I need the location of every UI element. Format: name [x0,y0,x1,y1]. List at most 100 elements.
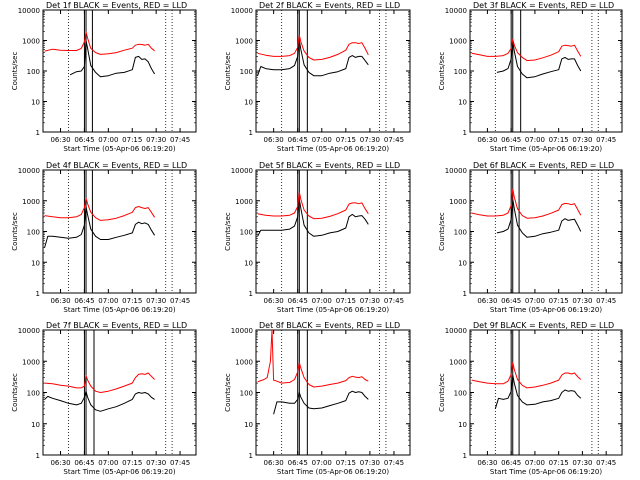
x-tick-label: 06:45 [501,297,521,305]
x-tick-label: 07:00 [312,297,332,305]
x-tick-label: 06:45 [288,459,308,467]
axes-frame [42,169,197,294]
x-tick-label: 07:00 [525,297,545,305]
series-line-lld [257,329,369,388]
x-tick-label: 07:15 [549,136,569,144]
x-tick-label: 07:45 [384,459,404,467]
x-tick-label: 06:45 [501,136,521,144]
x-tick-label: 07:30 [572,136,592,144]
x-tick-label: 07:45 [170,297,190,305]
x-axis-label: Start Time (05-Apr-06 06:19:20) [277,145,389,153]
x-tick-label: 07:45 [170,459,190,467]
x-axis-label: Start Time (05-Apr-06 06:19:20) [277,306,389,314]
y-tick-label: 100 [27,68,40,76]
y-tick-label: 1 [463,129,467,137]
y-tick-label: 10000 [231,167,253,175]
series-line-lld [44,31,155,55]
y-tick-label: 1000 [235,358,253,366]
series-line-events [44,206,156,248]
x-tick-label: 07:45 [596,136,616,144]
y-tick-label: 1 [463,290,467,298]
y-tick-label: 10000 [445,167,467,175]
y-tick-label: 1000 [449,38,467,46]
x-tick-label: 07:00 [98,136,118,144]
series-line-events [44,390,155,412]
panel-title: Det 2f BLACK = Events, RED = LLD [259,1,400,10]
x-tick-label: 06:30 [477,297,497,305]
y-tick-label: 10 [244,259,253,267]
panel-title: Det 7f BLACK = Events, RED = LLD [46,321,187,330]
y-axis-label: Counts/sec [438,373,446,412]
y-tick-label: 10 [244,421,253,429]
x-tick-label: 06:30 [264,459,284,467]
panel-det-3: Det 3f BLACK = Events, RED = LLD 1 10 100 10… [438,1,623,153]
y-tick-label: 1000 [22,38,40,46]
series-line-events [257,199,369,237]
axes-frame [255,169,411,294]
y-tick-label: 10000 [231,7,253,15]
y-tick-label: 1000 [449,358,467,366]
y-tick-label: 10 [244,99,253,107]
x-tick-label: 07:15 [336,297,356,305]
y-tick-label: 1000 [449,198,467,206]
x-tick-label: 06:30 [477,136,497,144]
x-axis-label: Start Time (05-Apr-06 06:19:20) [490,145,602,153]
y-tick-label: 100 [454,68,467,76]
y-axis-label: Counts/sec [11,212,19,251]
x-axis-label: Start Time (05-Apr-06 06:19:20) [63,306,175,314]
y-tick-label: 1 [249,290,253,298]
panel-det-1: Det 1f BLACK = Events, RED = LLD 1 10 100 10… [11,1,197,153]
y-tick-label: 100 [27,390,40,398]
y-axis-label: Counts/sec [224,52,232,91]
panel-det-5: Det 5f BLACK = Events, RED = LLD 1 10 100 10… [224,161,411,314]
x-tick-label: 07:30 [572,297,592,305]
y-tick-label: 100 [240,68,253,76]
panel-title: Det 4f BLACK = Events, RED = LLD [46,161,187,170]
panel-det-6: Det 6f BLACK = Events, RED = LLD 1 10 100 10… [438,161,623,314]
x-tick-label: 07:15 [549,297,569,305]
y-tick-label: 1000 [235,198,253,206]
y-tick-label: 10 [31,421,40,429]
x-axis-label: Start Time (05-Apr-06 06:19:20) [277,468,389,476]
y-tick-label: 10 [31,259,40,267]
y-tick-label: 10 [458,421,467,429]
series-line-lld [257,191,369,220]
series-line-lld [471,188,582,219]
y-tick-label: 10 [458,99,467,107]
x-tick-label: 07:00 [98,459,118,467]
x-tick-label: 06:45 [74,459,94,467]
x-tick-label: 07:15 [549,459,569,467]
x-tick-label: 07:15 [122,136,142,144]
x-tick-label: 07:30 [360,459,380,467]
axes-frame [255,9,411,133]
y-axis-label: Counts/sec [11,373,19,412]
panel-det-7: Det 7f BLACK = Events, RED = LLD 1 10 100 10… [11,321,197,476]
x-tick-label: 07:30 [146,136,166,144]
x-tick-label: 06:45 [501,459,521,467]
x-tick-label: 07:45 [596,459,616,467]
axes-frame [255,329,411,456]
axes-frame [42,329,197,456]
x-tick-label: 06:45 [288,136,308,144]
series-line-events [494,375,582,409]
y-axis-label: Counts/sec [438,52,446,91]
axes-frame [42,9,197,133]
y-axis-label: Counts/sec [438,212,446,251]
x-tick-label: 07:15 [122,459,142,467]
y-tick-label: 100 [454,390,467,398]
axes-frame [469,9,623,133]
y-tick-label: 1 [249,129,253,137]
panel-det-9: Det 9f BLACK = Events, RED = LLD 1 10 100 10… [438,321,623,476]
panel-title: Det 1f BLACK = Events, RED = LLD [46,1,187,10]
y-tick-label: 100 [454,229,467,237]
y-tick-label: 1000 [22,358,40,366]
series-line-lld [471,362,582,389]
x-tick-label: 07:45 [384,136,404,144]
panel-title: Det 9f BLACK = Events, RED = LLD [473,321,614,330]
x-tick-label: 06:30 [50,297,70,305]
y-tick-label: 1 [36,129,40,137]
y-tick-label: 1 [36,452,40,460]
series-line-lld [44,372,155,393]
y-tick-label: 10 [31,99,40,107]
x-tick-label: 07:00 [98,297,118,305]
